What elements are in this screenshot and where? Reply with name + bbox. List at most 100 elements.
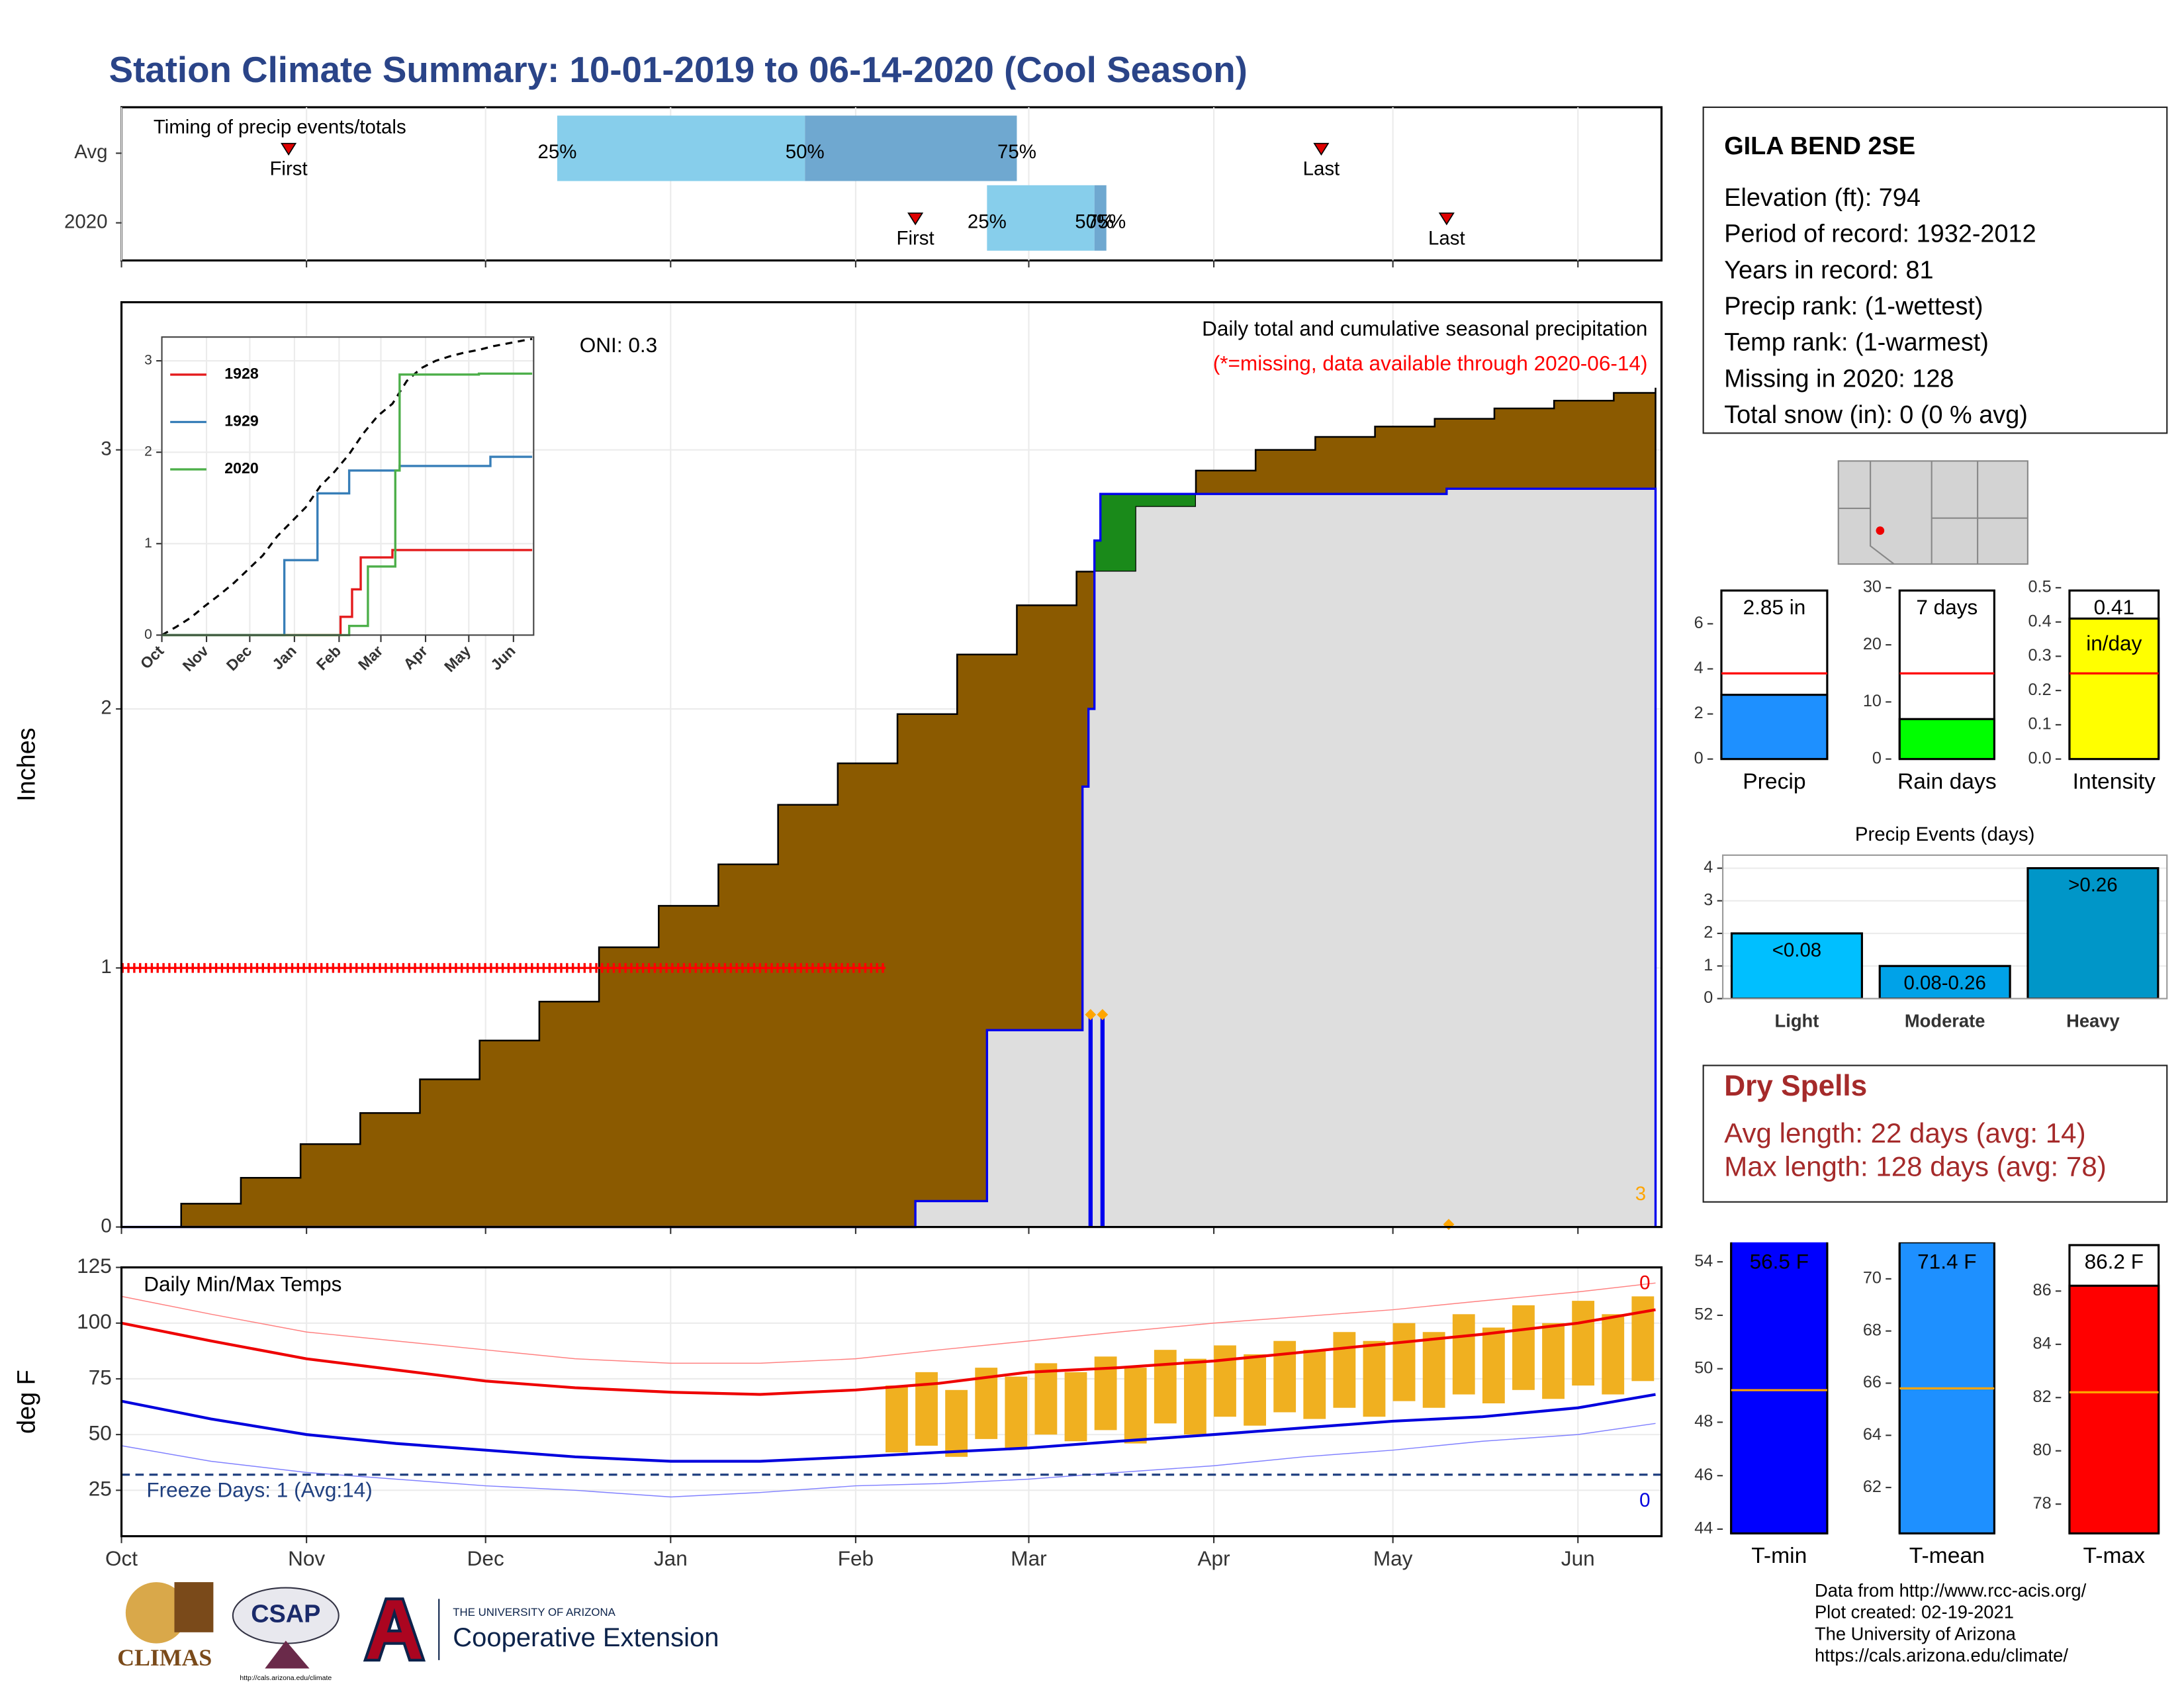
dry-spell-line: Max length: 128 days (avg: 78) xyxy=(1724,1150,2107,1182)
quartile-label: 25% xyxy=(968,211,1007,232)
y-tick-label: 50 xyxy=(89,1421,112,1444)
y-tick-label: 50 xyxy=(1694,1358,1713,1377)
bar xyxy=(1898,718,1995,759)
panel-title: Daily Min/Max Temps xyxy=(144,1272,341,1295)
y-tick-label: 3 xyxy=(101,438,111,459)
category-label: Intensity xyxy=(2073,769,2156,794)
y-tick-label: 54 xyxy=(1694,1252,1713,1270)
panel-border xyxy=(120,1266,1663,1538)
category-label: Rain days xyxy=(1897,769,1997,794)
credit-line: https://cals.arizona.edu/climate/ xyxy=(1815,1645,2068,1665)
quartile-label: 50% xyxy=(1075,211,1114,232)
value-label: 7 days xyxy=(1916,595,1978,619)
legend-label: 2020 xyxy=(224,459,258,477)
daily-bar xyxy=(1088,1014,1093,1227)
x-tick-label: Dec xyxy=(467,1546,504,1570)
freeze-label: Freeze Days: 1 (Avg:14) xyxy=(146,1478,372,1502)
y-tick-label: 78 xyxy=(2033,1494,2052,1513)
y-tick-label: 66 xyxy=(1863,1373,1882,1391)
station-name: GILA BEND 2SE xyxy=(1724,132,1915,160)
bar-label: 0.08-0.26 xyxy=(1903,972,1985,994)
chart-subtitle: (*=missing, data available through 2020-… xyxy=(1213,352,1648,375)
category-label: Moderate xyxy=(1905,1011,1985,1031)
quartile-label: 50% xyxy=(786,141,825,163)
timing-marker xyxy=(907,212,924,226)
current-line xyxy=(121,487,1657,1229)
x-tick-label: Apr xyxy=(1198,1546,1230,1570)
y-tick-label: 46 xyxy=(1694,1466,1713,1484)
y-tick-label: 0.3 xyxy=(2028,646,2052,665)
row-label: 2020 xyxy=(64,211,108,232)
observed-range xyxy=(1303,1350,1326,1419)
category-label: Heavy xyxy=(2066,1011,2120,1031)
x-tick-label: Feb xyxy=(838,1546,874,1570)
inset-border xyxy=(161,336,535,636)
y-tick-label: 100 xyxy=(77,1309,112,1333)
panel-border xyxy=(120,301,1663,1229)
y-tick-label: 2 xyxy=(1694,704,1704,722)
climas-icon xyxy=(125,1582,187,1644)
y-tick-label: 125 xyxy=(77,1254,112,1278)
observed-range xyxy=(1542,1323,1565,1399)
bar xyxy=(2026,867,2160,999)
station-line: Years in record: 81 xyxy=(1724,256,1933,284)
y-tick-label: 0 xyxy=(144,627,152,642)
x-tick-label: Jun xyxy=(1561,1546,1595,1570)
category-label: T-max xyxy=(2083,1544,2146,1568)
y-tick-label: 84 xyxy=(2033,1334,2052,1352)
y-tick-label: 3 xyxy=(1704,890,1713,909)
observed-range xyxy=(1034,1363,1058,1435)
y-tick-label: 62 xyxy=(1863,1477,1882,1496)
year-line xyxy=(161,455,533,637)
temp-line xyxy=(121,1308,1656,1396)
bar xyxy=(2068,1284,2160,1534)
y-tick-label: 0 xyxy=(1694,749,1704,767)
timing-label: First xyxy=(896,228,934,250)
x-tick-label: Oct xyxy=(105,1546,138,1570)
inset-bg xyxy=(161,337,534,635)
y-tick-label: 70 xyxy=(1863,1269,1882,1288)
station-line: Period of record: 1932-2012 xyxy=(1724,220,2036,248)
y-tick-label: 75 xyxy=(89,1365,112,1389)
y-tick-label: 10 xyxy=(1863,692,1882,710)
record-low-count: 0 xyxy=(1639,1489,1650,1511)
y-tick-label: 82 xyxy=(2033,1387,2052,1406)
csap-mountain xyxy=(265,1640,310,1669)
observed-range xyxy=(1602,1314,1625,1395)
y-tick-label: 64 xyxy=(1863,1425,1882,1444)
y-tick-label: 0.4 xyxy=(2028,612,2052,630)
record-high-count: 0 xyxy=(1639,1272,1650,1294)
map xyxy=(1837,460,2028,565)
legend-label: 1929 xyxy=(224,412,258,430)
observed-range xyxy=(1214,1345,1236,1417)
value-label: 86.2 F xyxy=(2085,1250,2144,1274)
quartile-label: 25% xyxy=(537,141,576,163)
observed-range xyxy=(1482,1327,1505,1403)
y-tick-label: 80 xyxy=(2033,1440,2052,1459)
value-label: 56.5 F xyxy=(1750,1250,1809,1274)
map-borders xyxy=(1838,461,2028,565)
bar xyxy=(1720,694,1829,759)
timing-marker xyxy=(1313,142,1330,156)
category-label: T-mean xyxy=(1909,1544,1985,1568)
observed-range xyxy=(1392,1323,1416,1401)
y-tick-label: 0 xyxy=(1704,988,1713,1007)
timing-label: Last xyxy=(1428,228,1465,250)
observed-range xyxy=(1124,1368,1147,1444)
y-tick-label: 68 xyxy=(1863,1321,1882,1339)
daily-bar xyxy=(1100,1014,1105,1227)
bar xyxy=(1878,964,2011,999)
category-label: T-min xyxy=(1751,1544,1807,1568)
observed-range xyxy=(1572,1301,1595,1386)
y-tick-label: 52 xyxy=(1694,1305,1713,1324)
observed-range xyxy=(886,1385,908,1453)
page-title: Station Climate Summary: 10-01-2019 to 0… xyxy=(109,49,1248,90)
observed-range xyxy=(1244,1354,1266,1426)
station-line: Total snow (in): 0 (0 % avg) xyxy=(1724,401,2028,429)
observed-range xyxy=(1363,1340,1386,1417)
year-line xyxy=(161,549,533,637)
timing-marker xyxy=(1438,212,1455,226)
logos: CLIMAS CSAP http://cals.arizona.edu/clim… xyxy=(117,1582,719,1682)
y-tick-label: 1 xyxy=(101,956,111,978)
observed-range xyxy=(1154,1350,1177,1424)
